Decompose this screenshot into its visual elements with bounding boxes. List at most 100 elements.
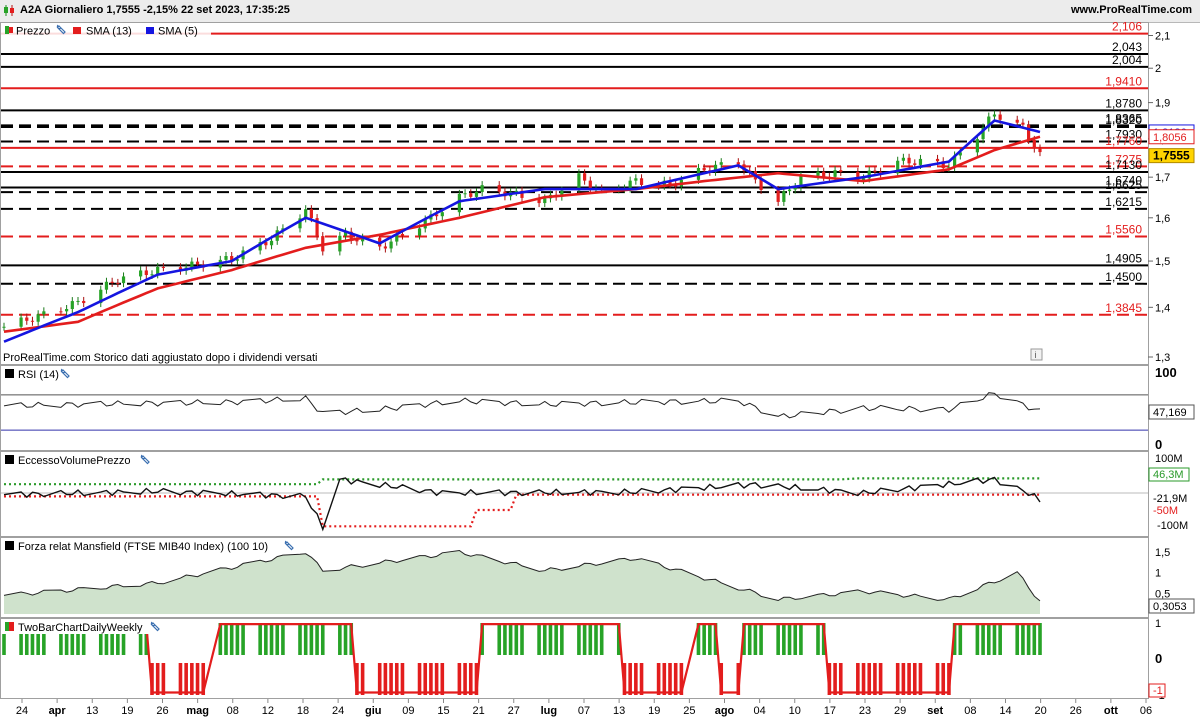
- twobar-bar: [508, 623, 513, 655]
- x-tick-label: 24: [332, 705, 344, 717]
- black-square-icon: [5, 369, 14, 378]
- rsi-tick-label: 100: [1155, 365, 1177, 380]
- candle: [975, 139, 979, 153]
- twobar-bar: [577, 623, 581, 655]
- twobar-bar: [935, 663, 940, 695]
- y-tick-label: 2: [1155, 63, 1161, 75]
- x-tick-label: 15: [437, 705, 449, 717]
- twobar-bar: [116, 623, 120, 655]
- candle: [156, 266, 160, 275]
- twobar-bar: [76, 623, 80, 655]
- twobar-bar: [856, 663, 860, 695]
- twobar-bar: [582, 623, 587, 655]
- twobar-bar: [639, 663, 644, 695]
- twobar-bar: [952, 623, 957, 655]
- x-tick-label: ott: [1104, 705, 1118, 717]
- twobar-bar: [195, 663, 200, 695]
- wrench-icon[interactable]: [150, 621, 160, 632]
- x-tick-label: 25: [683, 705, 695, 717]
- y-tick-label: 1,6: [1155, 213, 1170, 225]
- green-red-icon: [5, 622, 9, 631]
- wrench-icon[interactable]: [60, 368, 70, 379]
- twobar-bar: [258, 623, 262, 655]
- site-link[interactable]: www.ProRealTime.com: [1070, 4, 1192, 16]
- wrench-icon[interactable]: [56, 24, 66, 35]
- wrench-icon[interactable]: [140, 454, 150, 465]
- candle: [104, 281, 109, 290]
- twobar-bar: [537, 623, 541, 655]
- twobar-bar: [753, 623, 758, 655]
- rsi-panel: [0, 365, 1149, 451]
- candle: [304, 209, 308, 219]
- wrench-icon[interactable]: [284, 540, 294, 551]
- twobar-bar: [64, 623, 69, 655]
- candle: [839, 170, 843, 172]
- y-tick-label: 1,7: [1155, 172, 1170, 184]
- candle: [514, 190, 518, 192]
- candle: [298, 218, 302, 229]
- candle: [713, 164, 718, 172]
- level-label: 1,7130: [1105, 158, 1142, 172]
- twobar-bar: [634, 663, 638, 695]
- candle: [992, 114, 997, 117]
- level-label: 2,043: [1112, 40, 1142, 54]
- x-tick-label: 08: [964, 705, 976, 717]
- candle: [497, 185, 501, 192]
- x-tick-label: apr: [49, 705, 67, 717]
- twobar-bar: [429, 663, 433, 695]
- level-label: 1,6215: [1105, 195, 1142, 209]
- twobar-bar: [998, 623, 1002, 655]
- twobar-bar: [833, 663, 837, 695]
- candle: [343, 231, 348, 236]
- chart-area[interactable]: 2,1062,0432,0041,94101,87801,83651,83201…: [0, 22, 1200, 720]
- twobar-bar: [104, 623, 109, 655]
- twobar-bar: [520, 623, 524, 655]
- candle: [867, 170, 871, 179]
- candlestick-icon[interactable]: [3, 4, 15, 17]
- candle: [1027, 124, 1031, 140]
- candle: [861, 178, 866, 181]
- twobar-bar: [560, 623, 564, 655]
- level-label: 1,4905: [1105, 251, 1142, 265]
- candle: [395, 234, 399, 242]
- black-square-icon: [5, 541, 14, 550]
- twobar-bar: [309, 623, 314, 655]
- twobar-bar: [144, 623, 149, 655]
- candle: [30, 320, 35, 322]
- candle: [435, 214, 439, 217]
- candle: [139, 270, 143, 277]
- candle: [269, 240, 274, 246]
- candle: [588, 180, 592, 190]
- x-tick-label: giu: [365, 705, 382, 717]
- candle: [144, 270, 148, 276]
- level-label: 1,9410: [1105, 74, 1142, 88]
- candle: [941, 161, 945, 169]
- x-tick-label: 07: [578, 705, 590, 717]
- twobar-legend: TwoBarChartDailyWeekly: [1, 619, 167, 634]
- x-tick-label: 27: [508, 705, 520, 717]
- twobar-bar: [360, 663, 365, 695]
- candle: [833, 170, 837, 177]
- twobar-bar: [440, 663, 445, 695]
- x-tick-label: ago: [715, 705, 735, 717]
- twobar-bar: [36, 623, 40, 655]
- candle: [577, 173, 581, 191]
- twobar-bar: [548, 623, 553, 655]
- candle: [355, 239, 359, 242]
- twobar-bar: [184, 663, 188, 695]
- candle: [782, 191, 786, 202]
- candle: [981, 127, 985, 140]
- volume-excess-line: [3, 476, 1041, 532]
- twobar-bar: [161, 663, 166, 695]
- chart-title: A2A Giornaliero 1,7555 -2,15% 22 set 202…: [20, 4, 290, 16]
- candle: [281, 228, 285, 231]
- candle: [822, 171, 826, 177]
- price-legend: Prezzo SMA (13) SMA (5): [1, 23, 211, 38]
- twobar-bar: [594, 623, 598, 655]
- info-icon[interactable]: i: [1030, 348, 1043, 361]
- twobar-bar: [497, 623, 502, 655]
- twobar-bar: [679, 663, 684, 695]
- twobar-bar: [150, 663, 154, 695]
- candle: [873, 170, 877, 172]
- level-label: 1,4500: [1105, 270, 1142, 284]
